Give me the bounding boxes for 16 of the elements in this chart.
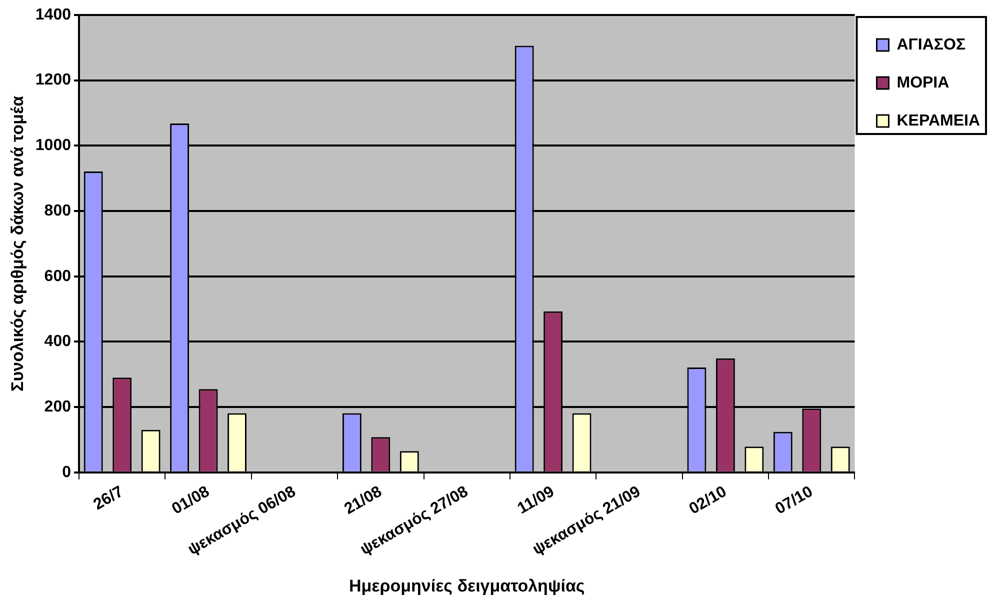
x-axis-title: Ημερομηνίες δειγματοληψίας xyxy=(348,576,585,596)
x-tick-label: 02/10 xyxy=(686,483,730,518)
y-tick-label: 1000 xyxy=(35,137,72,154)
legend-label: ΑΓΙΑΣΟΣ xyxy=(896,36,966,54)
x-tick-label: 26/7 xyxy=(90,483,126,514)
y-tick-label: 1200 xyxy=(35,72,72,89)
y-tick-label: 200 xyxy=(44,398,72,416)
y-tick-label: 1400 xyxy=(35,6,72,24)
x-tick-label: 07/10 xyxy=(772,483,816,518)
y-axis-title: Συνολικός αριθμός δάκων ανά τομέα xyxy=(8,95,27,392)
legend-label: ΚΕΡΑΜΕΙΑ xyxy=(896,112,980,130)
legend-label: ΜΟΡΙΑ xyxy=(896,74,950,92)
y-tick-label: 600 xyxy=(44,268,72,285)
y-tick-label: 400 xyxy=(44,333,72,350)
y-tick-label: 0 xyxy=(62,464,72,481)
y-tick-label: 800 xyxy=(44,202,72,220)
